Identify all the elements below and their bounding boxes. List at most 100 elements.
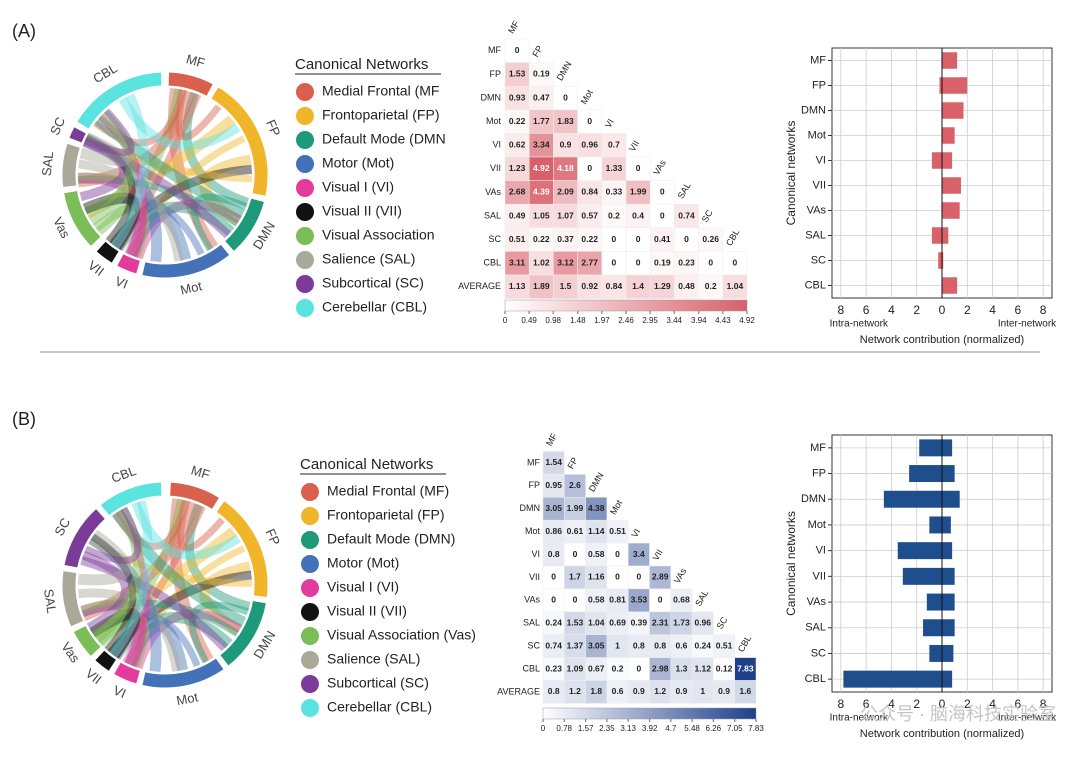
chord-ribbon xyxy=(184,503,251,611)
cell-value: 0.96 xyxy=(694,618,711,628)
legend-label: Frontoparietal (FP) xyxy=(327,507,444,523)
cell-value: 0 xyxy=(684,234,689,244)
cell-value: 1.33 xyxy=(606,163,623,173)
colorbar xyxy=(504,299,748,312)
y-axis-label: Canonical networks xyxy=(784,511,798,616)
chord-arc xyxy=(115,252,142,275)
y-tick-label: Mot xyxy=(808,519,826,531)
annotation: Intra-network xyxy=(830,319,889,330)
cell-value: 0.8 xyxy=(654,640,666,650)
column-label: VAs xyxy=(672,566,689,585)
chord-arc xyxy=(112,661,142,685)
colorbar-tick-label: 1.57 xyxy=(578,724,594,733)
y-tick-label: DMN xyxy=(801,493,826,505)
chord-arc xyxy=(219,599,268,667)
x-tick-label: 8 xyxy=(1040,697,1047,711)
cell-value: 0.67 xyxy=(588,663,605,673)
cell-value: 0.57 xyxy=(581,210,598,220)
legend-label: Medial Frontal (MF) xyxy=(327,483,449,499)
chord-ribbon xyxy=(199,561,252,636)
legend-label: Salience (SAL) xyxy=(322,251,415,267)
cell-value: 1.04 xyxy=(588,618,605,628)
cell-value: 2.98 xyxy=(652,663,669,673)
column-label: MF xyxy=(544,431,559,448)
cell-value: 0.61 xyxy=(567,526,584,536)
cell-value: 7.83 xyxy=(737,663,754,673)
bar xyxy=(942,593,955,611)
chord-ribbon xyxy=(124,620,189,672)
cell-value: 0.6 xyxy=(676,640,688,650)
cell-value: 0 xyxy=(708,257,713,267)
y-tick-label: FP xyxy=(812,79,826,91)
cell-value: 2.89 xyxy=(652,572,669,582)
chord-ribbon xyxy=(90,533,137,653)
chord-arc xyxy=(61,142,81,189)
column-label: MF xyxy=(506,18,521,35)
legend-label: Motor (Mot) xyxy=(322,155,394,171)
bar xyxy=(883,490,942,508)
cell-value: 3.12 xyxy=(557,257,574,267)
chord-ribbon xyxy=(77,588,181,672)
cell-value: 1.3 xyxy=(676,663,688,673)
bar xyxy=(929,644,942,662)
chord-arc xyxy=(215,499,269,599)
x-tick-label: 0 xyxy=(939,697,946,711)
cell-value: 2.6 xyxy=(569,480,581,490)
cell-value: 1 xyxy=(700,686,705,696)
cell-value: 0.84 xyxy=(606,281,623,291)
legend-label: Subcortical (SC) xyxy=(327,675,429,691)
chord-ribbon xyxy=(128,135,246,257)
cell-value: 4.18 xyxy=(557,163,574,173)
cell-value: 0.48 xyxy=(678,281,695,291)
bar xyxy=(942,177,961,194)
annotation: Inter-network xyxy=(998,319,1057,330)
chord-arc xyxy=(169,481,221,511)
bar xyxy=(843,670,942,688)
cell-value: 2.68 xyxy=(509,187,526,197)
cell-value: 0 xyxy=(636,663,641,673)
colorbar-tick-label: 3.92 xyxy=(642,724,658,733)
legend-label: Subcortical (SC) xyxy=(322,275,424,291)
chord-ribbon xyxy=(188,601,249,664)
chord-ribbon xyxy=(84,196,205,256)
chord-ribbon xyxy=(81,550,131,632)
cell-value: 0.2 xyxy=(608,210,620,220)
row-label: VAs xyxy=(485,187,501,197)
x-tick-label: 2 xyxy=(964,697,971,711)
column-label: VI xyxy=(629,527,642,539)
cell-value: 0.51 xyxy=(716,640,733,650)
colorbar-tick-label: 5.48 xyxy=(684,724,700,733)
cell-value: 0.68 xyxy=(673,595,690,605)
cell-value: 1.8 xyxy=(590,686,602,696)
chord-ribbon xyxy=(77,172,147,258)
colorbar-tick-label: 0.49 xyxy=(521,316,537,325)
cell-value: 1 xyxy=(615,640,620,650)
legend-swatch xyxy=(301,483,319,501)
row-label: VI xyxy=(492,140,501,150)
chord-label: SAL xyxy=(41,588,59,614)
cell-value: 1.14 xyxy=(588,526,605,536)
chord-ribbon xyxy=(81,501,200,622)
chord-ribbon xyxy=(89,608,141,659)
chord-ribbon xyxy=(112,618,147,665)
cell-value: 0.22 xyxy=(509,116,526,126)
chord-label: MF xyxy=(189,462,211,482)
cell-value: 0 xyxy=(636,234,641,244)
chord-label: FP xyxy=(263,526,283,547)
chord-ribbon xyxy=(88,534,162,673)
chord-ribbon xyxy=(98,113,148,258)
y-tick-label: DMN xyxy=(801,104,826,116)
colorbar-tick-label: 0.98 xyxy=(545,316,561,325)
cell-value: 0 xyxy=(587,116,592,126)
column-label: VI xyxy=(603,117,616,129)
chord-ribbon xyxy=(84,135,253,183)
column-label: VII xyxy=(627,139,641,154)
y-tick-label: VI xyxy=(816,154,826,166)
chord-label: SC xyxy=(51,515,73,538)
chord-arc xyxy=(141,243,231,279)
legend-swatch xyxy=(301,699,319,717)
annotation: Intra-network xyxy=(830,713,889,724)
chord-ribbon xyxy=(77,90,196,188)
colorbar-tick-label: 0 xyxy=(541,724,546,733)
cell-value: 0 xyxy=(587,163,592,173)
